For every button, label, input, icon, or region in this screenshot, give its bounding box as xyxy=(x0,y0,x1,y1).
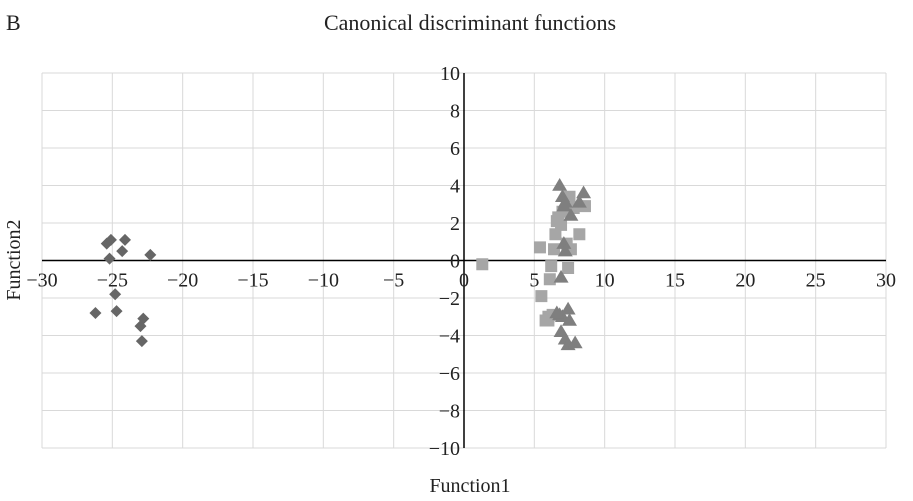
y-tick-label: −2 xyxy=(439,288,460,310)
x-tick-label: 10 xyxy=(595,270,615,292)
triangle-point xyxy=(557,194,573,208)
chart-title: Canonical discriminant functions xyxy=(324,10,616,35)
triangle-point xyxy=(552,178,568,191)
diamond-point xyxy=(144,248,157,261)
square-point xyxy=(548,243,561,256)
square-point xyxy=(555,218,568,231)
x-tick-label: 15 xyxy=(665,270,685,292)
square-point xyxy=(543,273,556,286)
y-tick-label: 0 xyxy=(450,251,460,273)
data-points xyxy=(89,178,592,351)
triangle-point xyxy=(549,305,565,319)
x-tick-label: −20 xyxy=(167,270,198,292)
triangle-point xyxy=(553,269,569,283)
square-point xyxy=(562,262,575,274)
square-point xyxy=(549,228,562,241)
y-tick-label: −4 xyxy=(439,326,460,348)
diamond-point xyxy=(116,245,129,258)
y-tick-label: 6 xyxy=(450,138,460,160)
y-tick-label: −6 xyxy=(439,363,460,385)
x-tick-label: 20 xyxy=(735,270,755,292)
x-tick-label: −15 xyxy=(237,270,268,292)
square-point xyxy=(476,258,489,271)
diamond-point xyxy=(103,252,116,265)
triangle-point xyxy=(567,335,583,349)
y-tick-label: 2 xyxy=(450,213,460,235)
y-tick-label: 8 xyxy=(450,101,460,123)
triangle-point xyxy=(557,243,573,257)
triangle-point xyxy=(560,301,576,315)
square-point xyxy=(533,241,546,254)
x-tick-label: 30 xyxy=(876,270,896,292)
triangle-point xyxy=(556,236,572,249)
axes xyxy=(42,73,886,448)
diamond-point xyxy=(110,305,123,318)
square-point xyxy=(535,290,548,303)
x-tick-label: 25 xyxy=(806,270,826,292)
square-point xyxy=(545,260,558,273)
diamond-point xyxy=(109,288,122,301)
diamond-point xyxy=(118,233,131,246)
triangle-point xyxy=(571,194,587,208)
x-tick-label: −5 xyxy=(383,270,404,292)
triangle-point xyxy=(563,208,579,221)
panel-label: B xyxy=(6,10,21,35)
y-axis-label: Function2 xyxy=(3,219,25,300)
diamond-point xyxy=(135,335,148,348)
y-tick-label: 10 xyxy=(440,63,460,85)
diamond-point xyxy=(104,233,117,246)
triangle-point xyxy=(562,313,577,326)
triangle-point xyxy=(576,185,592,199)
y-tick-labels: −10 −8 −6 −4 −2 0 2 4 6 8 10 xyxy=(429,63,460,460)
x-tick-labels: −30 −25 −20 −15 −10 −5 0 5 10 15 20 25 30 xyxy=(26,270,896,292)
diamond-point xyxy=(89,307,102,319)
diamond-point xyxy=(134,320,147,333)
y-tick-label: −10 xyxy=(429,438,460,460)
x-tick-label: 5 xyxy=(529,270,539,292)
x-tick-label: 0 xyxy=(459,270,469,292)
y-tick-label: 4 xyxy=(450,176,460,198)
x-tick-label: −30 xyxy=(26,270,57,292)
x-axis-label: Function1 xyxy=(429,475,510,497)
x-tick-label: −10 xyxy=(308,270,339,292)
y-tick-label: −8 xyxy=(439,401,460,423)
square-point xyxy=(573,228,586,241)
x-tick-label: −25 xyxy=(97,270,128,292)
